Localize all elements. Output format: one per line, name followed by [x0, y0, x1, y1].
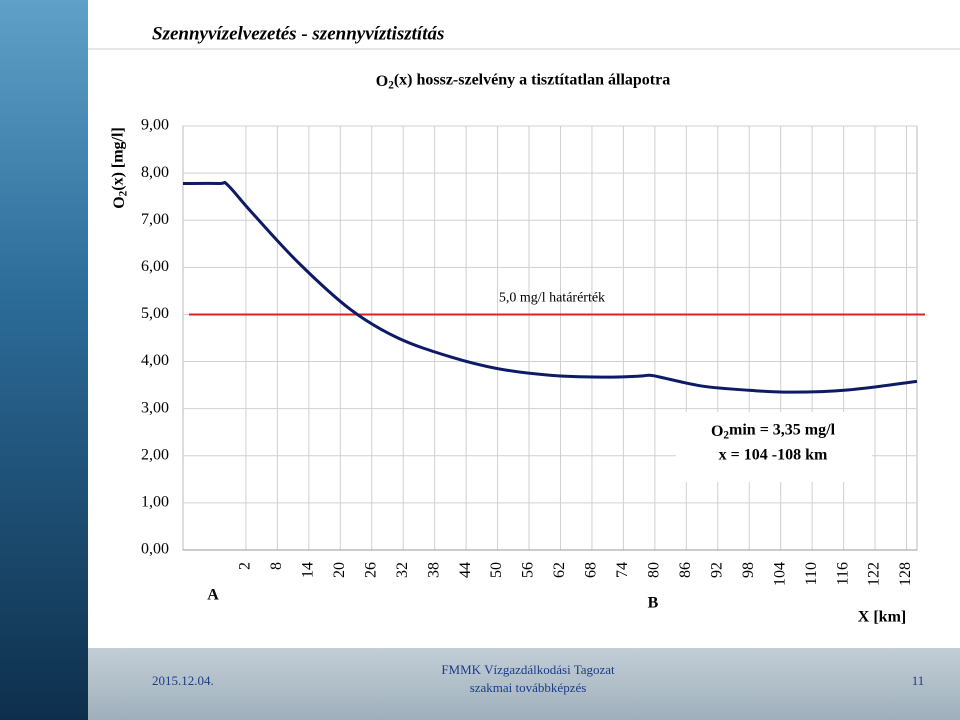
y-tick-label: 8,00 — [141, 164, 169, 181]
chart-title: O2(x) hossz-szelvény a tisztítatlan álla… — [376, 71, 670, 91]
x-tick-label: 56 — [520, 562, 537, 578]
x-tick-label: 8 — [268, 562, 285, 570]
y-axis-label-part: (x) [mg/l] — [109, 127, 126, 191]
x-tick-label: 110 — [803, 562, 820, 585]
x-tick-label: 14 — [300, 562, 317, 578]
y-tick-label: 6,00 — [141, 258, 169, 275]
y-tick-label: 2,00 — [141, 446, 169, 463]
chart-title-part: (x) hossz-szelvény a tisztítatlan állapo… — [394, 71, 670, 88]
plot-area — [182, 125, 918, 551]
annotation: O2min = 3,35 mg/l — [711, 421, 836, 441]
x-tick-label: 32 — [394, 562, 411, 578]
data-line — [182, 180, 918, 394]
y-axis-label: O2(x) [mg/l] — [109, 127, 129, 209]
annotation-part: min = 3,35 mg/l — [729, 421, 836, 438]
x-tick-label: 44 — [457, 562, 474, 578]
y-tick-label: 9,00 — [141, 117, 169, 134]
x-tick-label: 86 — [677, 562, 694, 578]
x-tick-label: 50 — [488, 562, 505, 578]
footer-org: FMMK Vízgazdálkodási Tagozat — [441, 662, 615, 677]
annotation: x = 104 -108 km — [719, 447, 828, 464]
annotation-part: O — [711, 423, 723, 440]
x-tick-label: 80 — [646, 562, 663, 578]
y-tick-label: 1,00 — [141, 494, 169, 511]
y-axis-label-part: 2 — [117, 190, 129, 196]
x-tick-label: 62 — [551, 562, 568, 578]
chart-title-part: 2 — [388, 79, 394, 91]
page-number: 11 — [912, 673, 925, 688]
footer-band — [88, 648, 960, 720]
point-label: B — [648, 595, 659, 612]
x-tick-label: 98 — [740, 562, 757, 578]
x-axis-label: X [km] — [858, 609, 906, 626]
annotation-box — [676, 412, 872, 482]
y-axis-label-part: O — [111, 196, 128, 208]
x-tick-label: 92 — [708, 562, 725, 578]
slide-title: Szennyvízelvezetés - szennyvíztisztítás — [152, 23, 444, 44]
footer-date: 2015.12.04. — [152, 673, 214, 688]
chart-title-part: O — [376, 73, 388, 90]
x-tick-label: 122 — [866, 562, 883, 586]
y-tick-label: 3,00 — [141, 399, 169, 416]
annotation-part: 2 — [723, 429, 729, 441]
x-tick-label: 68 — [583, 562, 600, 578]
side-image — [0, 0, 88, 720]
header-rule — [88, 48, 960, 50]
x-tick-label: 2 — [237, 562, 254, 570]
x-tick-label: 128 — [897, 562, 914, 586]
x-tick-label: 104 — [771, 562, 788, 586]
x-tick-label: 26 — [362, 562, 379, 578]
y-tick-label: 5,00 — [141, 305, 169, 322]
x-tick-label: 116 — [834, 562, 851, 585]
x-tick-label: 20 — [331, 562, 348, 578]
footer-org: szakmai továbbképzés — [470, 680, 587, 695]
threshold-label: 5,0 mg/l határérték — [499, 291, 605, 306]
x-tick-label: 38 — [425, 562, 442, 578]
y-tick-label: 4,00 — [141, 352, 169, 369]
x-tick-label: 74 — [614, 562, 631, 578]
y-tick-label: 0,00 — [141, 541, 169, 558]
point-label: A — [207, 587, 219, 604]
y-tick-label: 7,00 — [141, 211, 169, 228]
